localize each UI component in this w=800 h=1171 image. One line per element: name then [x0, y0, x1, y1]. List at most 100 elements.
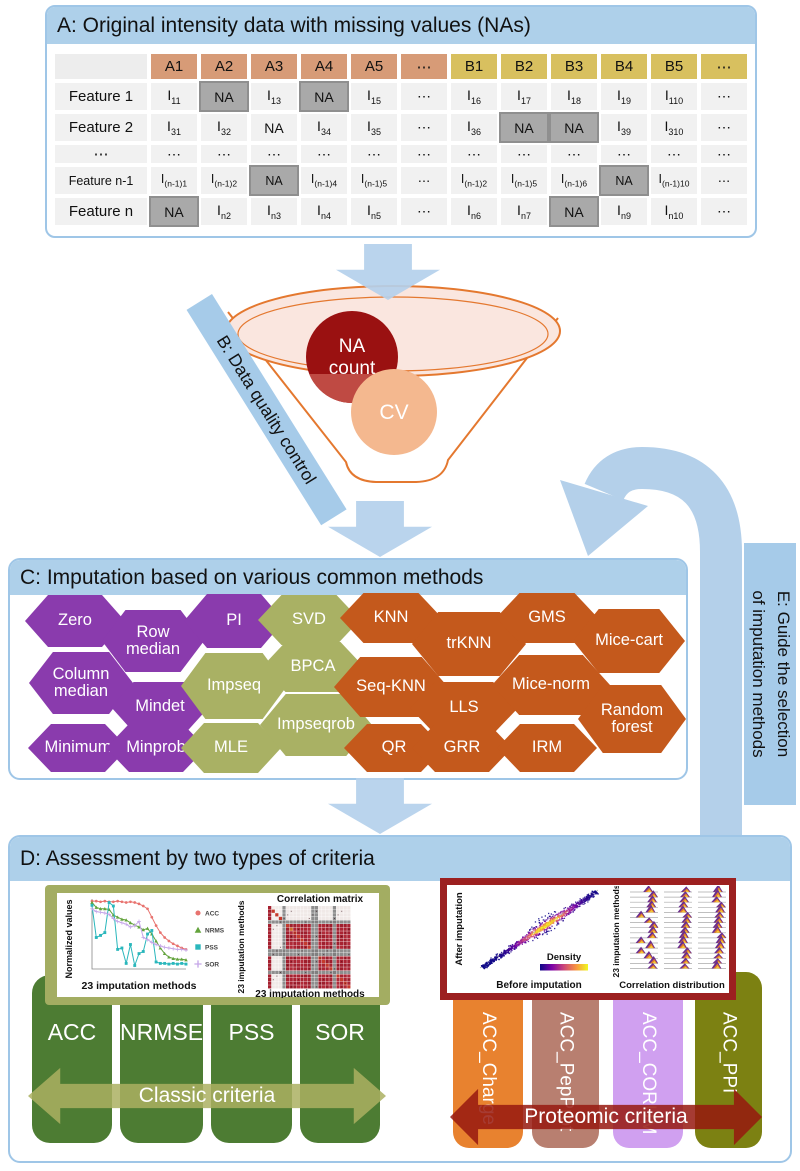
- value-cell: I15: [349, 81, 399, 112]
- panel-e-label-box: E: Guide the selection of imputation met…: [744, 543, 796, 805]
- col-header: A1: [149, 52, 199, 81]
- value-cell: I11: [149, 81, 199, 112]
- svg-text:23 imputation methods: 23 imputation methods: [82, 980, 197, 992]
- classic-nrmse-label: NRMSE: [120, 1019, 204, 1045]
- row-label: Feature n-1: [53, 165, 149, 196]
- quality-control-funnel: NA count CV: [225, 285, 561, 483]
- col-header: A3: [249, 52, 299, 81]
- value-cell: ⋯: [399, 143, 449, 165]
- value-cell: ⋯: [699, 196, 749, 227]
- na-cell: NA: [249, 165, 299, 196]
- col-header: A4: [299, 52, 349, 81]
- na-cell: NA: [249, 112, 299, 143]
- panel-a-title: A: Original intensity data with missing …: [47, 7, 755, 44]
- value-cell: In3: [249, 196, 299, 227]
- svg-text:Before imputation: Before imputation: [496, 980, 582, 991]
- na-cell: NA: [599, 165, 649, 196]
- value-cell: ⋯: [699, 81, 749, 112]
- row-label: Feature 1: [53, 81, 149, 112]
- row-label: Feature n: [53, 196, 149, 227]
- value-cell: In4: [299, 196, 349, 227]
- acc-pepprot-label: ACC_PepProt: [555, 1012, 577, 1132]
- col-header: B1: [449, 52, 499, 81]
- panel-e-label-line2: of imputation methods: [749, 590, 768, 758]
- value-cell: ⋯: [149, 143, 199, 165]
- value-cell: ⋯: [649, 143, 699, 165]
- value-cell: ⋯: [399, 196, 449, 227]
- col-header: A5: [349, 52, 399, 81]
- row-label: ⋯: [53, 143, 149, 165]
- value-cell: I(n-1)4: [299, 165, 349, 196]
- value-cell: ⋯: [399, 81, 449, 112]
- svg-text:Correlation distribution: Correlation distribution: [619, 980, 725, 991]
- intensity-table: A1 A2 A3 A4 A5 ⋯ B1 B2 B3 B4 B5 ⋯ Feature 1 I11 NA I13 N…: [53, 52, 749, 227]
- classic-pss-label: PSS: [228, 1019, 275, 1045]
- classic-sor-label: SOR: [315, 1019, 365, 1045]
- acc-corum-label: ACC_CORUM: [638, 1012, 659, 1135]
- value-cell: I16: [449, 81, 499, 112]
- value-cell: ⋯: [449, 143, 499, 165]
- na-bubble-label-2: count: [329, 358, 376, 379]
- feedback-arrowhead: [560, 480, 648, 556]
- col-header: ⋯: [399, 52, 449, 81]
- value-cell: ⋯: [349, 143, 399, 165]
- panel-a: A: Original intensity data with missing …: [45, 5, 757, 238]
- svg-text:Density: Density: [547, 952, 582, 963]
- value-cell: ⋯: [549, 143, 599, 165]
- classic-acc-label: ACC: [47, 1019, 97, 1045]
- value-cell: In5: [349, 196, 399, 227]
- panel-c: C: Imputation based on various common me…: [8, 558, 688, 780]
- col-header: [53, 52, 149, 81]
- classic-criteria-arrow-label: Classic criteria: [138, 1084, 276, 1107]
- value-cell: I17: [499, 81, 549, 112]
- table-row: Feature 1 I11 NA I13 NA I15 ⋯ I16 I17 I18 I19 I110 ⋯: [53, 81, 749, 112]
- feedback-arrow-d-to-c: [560, 446, 742, 855]
- classic-assessment-panel: [57, 893, 379, 997]
- normalized-values-line-chart: ACC NRMS PSS SOR Normalized values 23 imputat…: [64, 899, 225, 992]
- col-header: B2: [499, 52, 549, 81]
- svg-text:SOR: SOR: [205, 962, 219, 969]
- table-row: Feature 2 I31 I32 NA I34 I35 ⋯ I36 NA NA I39 I310 ⋯: [53, 112, 749, 143]
- value-cell: ⋯: [399, 165, 449, 196]
- na-cell: NA: [499, 112, 549, 143]
- col-header: B5: [649, 52, 699, 81]
- value-cell: In9: [599, 196, 649, 227]
- correlation-distribution-ridges: 23 imputation methods Correlation distrib…: [611, 886, 727, 991]
- value-cell: I31: [149, 112, 199, 143]
- svg-text:Correlation matrix: Correlation matrix: [277, 894, 364, 905]
- value-cell: I(n-1)5: [499, 165, 549, 196]
- col-header: ⋯: [699, 52, 749, 81]
- correlation-matrix-heatmap: Correlation matrix 23 imputation methods 2…: [236, 894, 365, 998]
- value-cell: ⋯: [699, 112, 749, 143]
- value-cell: ⋯: [299, 143, 349, 165]
- panel-e-label-line1: E: Guide the selection: [774, 590, 793, 758]
- na-cell: NA: [549, 112, 599, 143]
- value-cell: ⋯: [599, 143, 649, 165]
- table-header-row: A1 A2 A3 A4 A5 ⋯ B1 B2 B3 B4 B5 ⋯: [53, 52, 749, 81]
- value-cell: I310: [649, 112, 699, 143]
- value-cell: ⋯: [399, 112, 449, 143]
- panel-e-label: E: Guide the selection of imputation met…: [744, 543, 796, 805]
- density-scatter-plot: Density After imputation Before imputation: [454, 889, 599, 991]
- svg-text:Normalized values: Normalized values: [64, 899, 74, 978]
- na-cell: NA: [299, 81, 349, 112]
- value-cell: In7: [499, 196, 549, 227]
- col-header: B4: [599, 52, 649, 81]
- table-row: Feature n-1 I(n-1)1 I(n-1)2 NA I(n-1)4 I(n-1)…: [53, 165, 749, 196]
- value-cell: ⋯: [699, 143, 749, 165]
- value-cell: In10: [649, 196, 699, 227]
- na-bubble-label-1: NA: [339, 336, 366, 357]
- cv-bubble: [351, 369, 437, 455]
- value-cell: ⋯: [499, 143, 549, 165]
- value-cell: In2: [199, 196, 249, 227]
- proteomic-criteria-arrow-label: Proteomic criteria: [524, 1105, 688, 1128]
- table-row: Feature n NA In2 In3 In4 In5 ⋯ In6 In7 NA In9 In10 ⋯: [53, 196, 749, 227]
- value-cell: In6: [449, 196, 499, 227]
- panel-c-title: C: Imputation based on various common me…: [10, 560, 686, 595]
- svg-text:ACC: ACC: [205, 911, 219, 918]
- value-cell: ⋯: [199, 143, 249, 165]
- value-cell: ⋯: [699, 165, 749, 196]
- value-cell: I(n-1)5: [349, 165, 399, 196]
- col-header: B3: [549, 52, 599, 81]
